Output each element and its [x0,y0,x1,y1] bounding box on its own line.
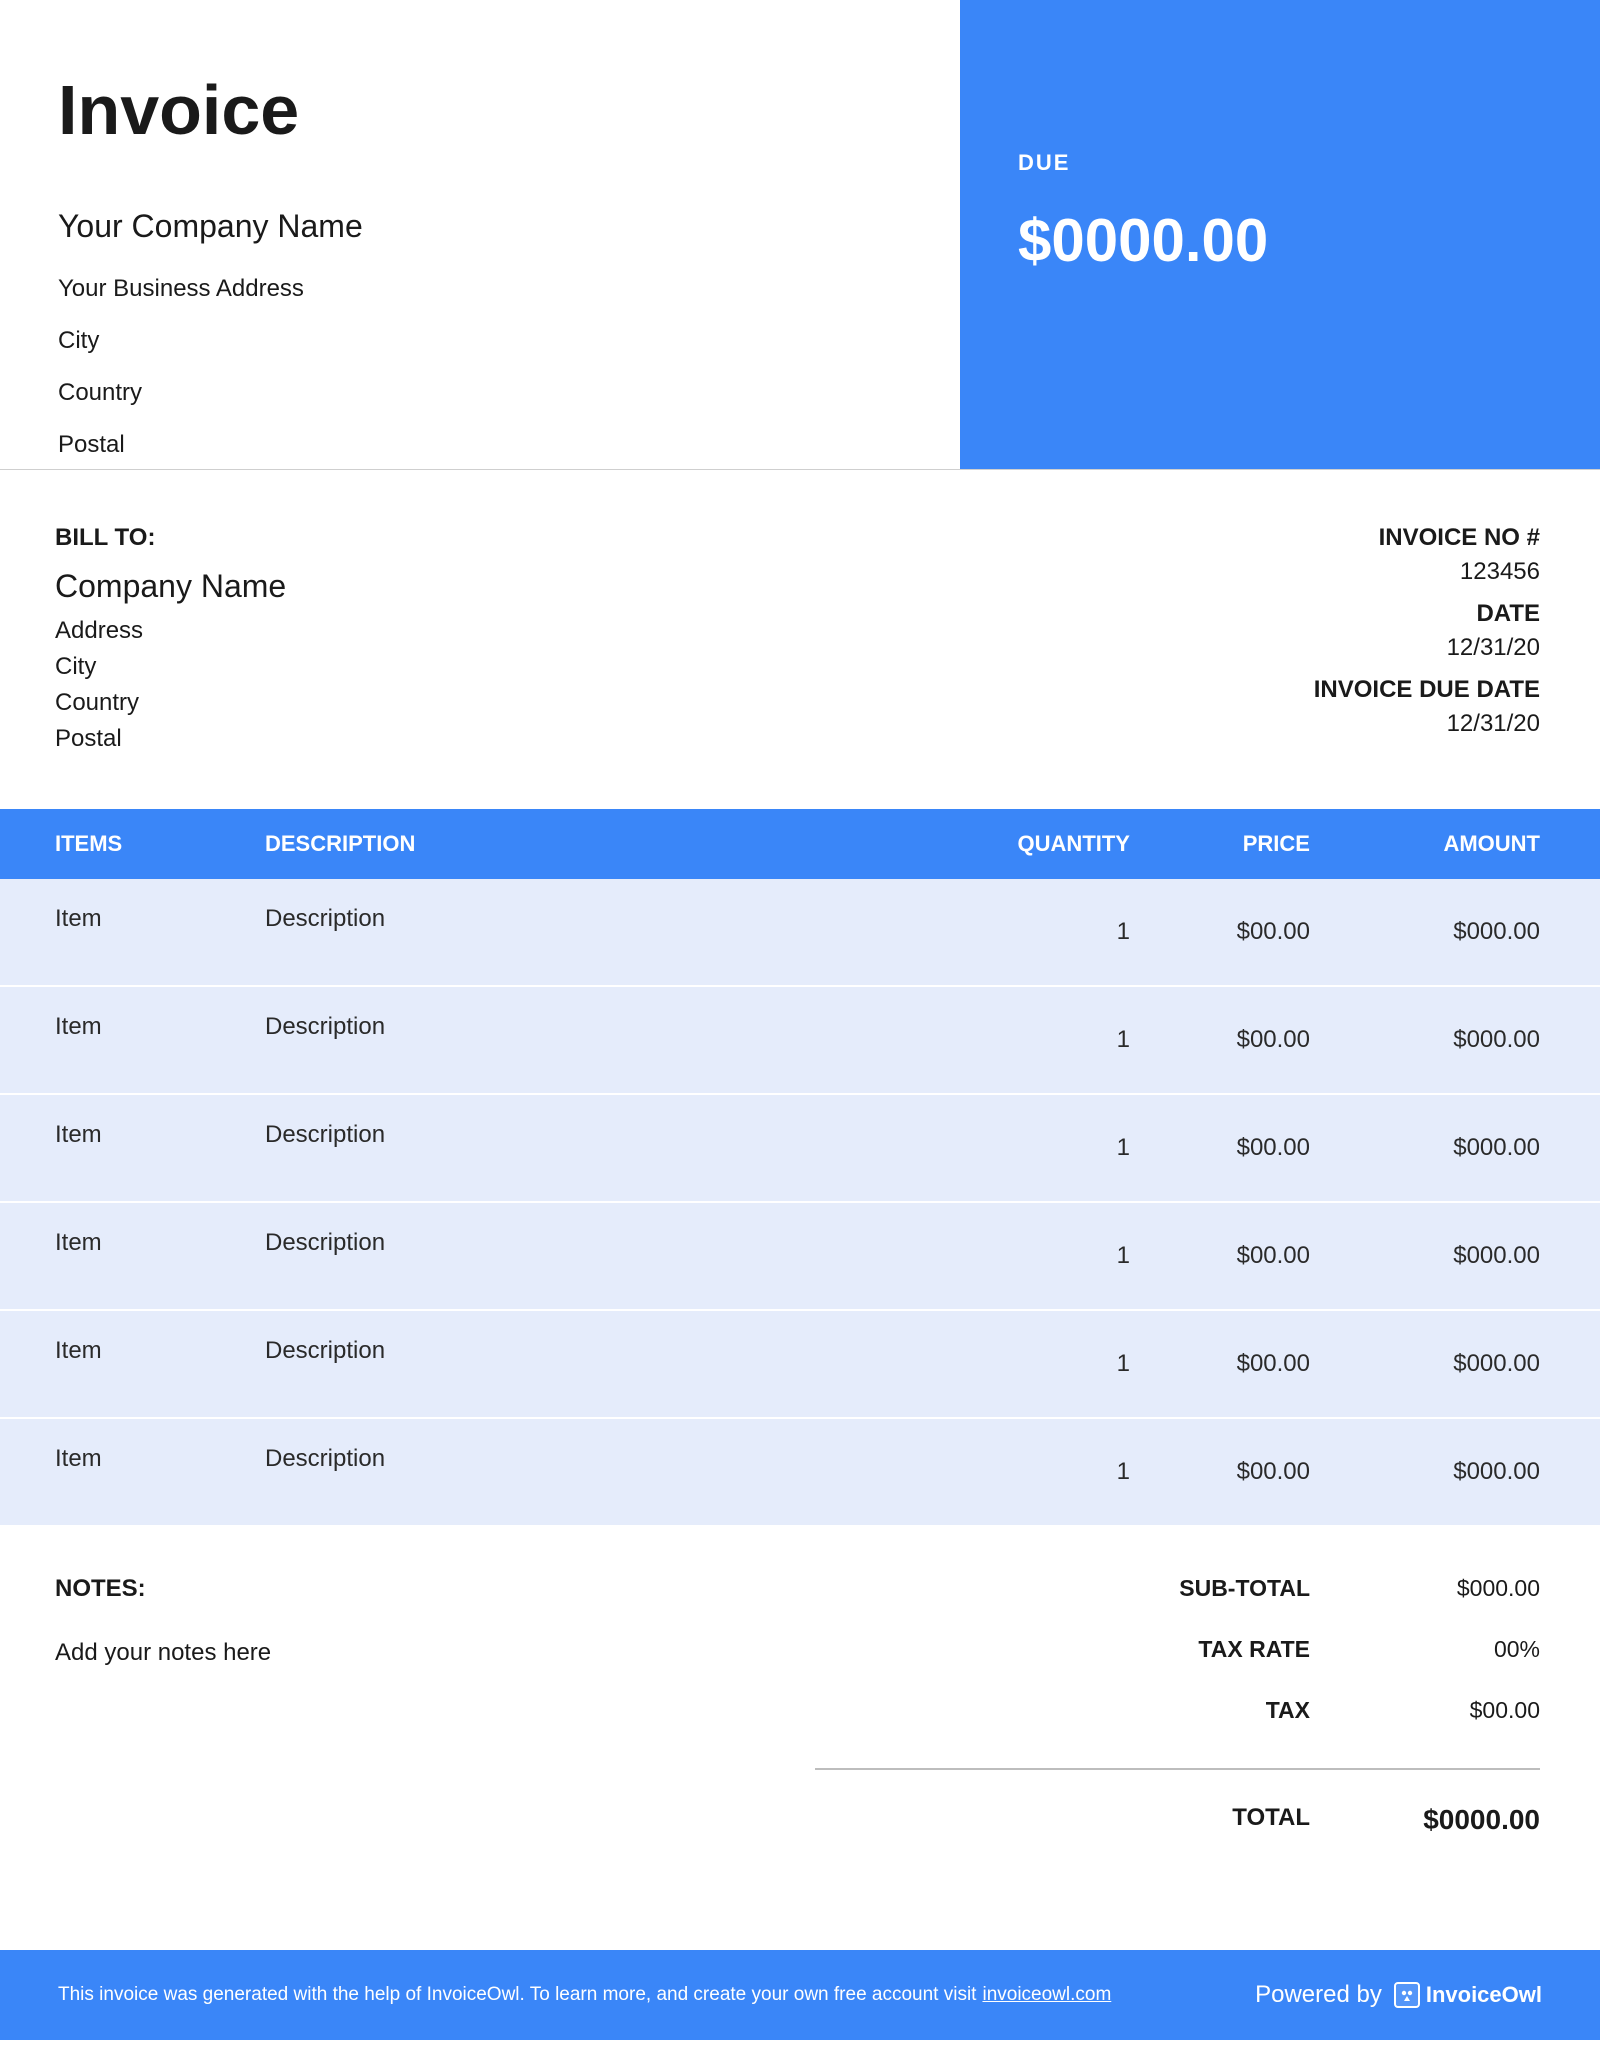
invoice-no-label: INVOICE NO # [1314,524,1540,552]
cell-description: Description [265,1095,950,1149]
due-amount: $0000.00 [1018,206,1600,275]
sender-country: Country [58,379,960,407]
col-header-amount: AMOUNT [1310,831,1540,857]
notes-label: NOTES: [55,1575,815,1603]
bill-to-city: City [55,653,286,681]
cell-price: $00.00 [1130,918,1310,946]
cell-quantity: 1 [950,1350,1130,1378]
sender-city: City [58,327,960,355]
invoice-header: Invoice Your Company Name Your Business … [0,0,1600,470]
invoice-due-date-label: INVOICE DUE DATE [1314,676,1540,704]
footer-bar: This invoice was generated with the help… [0,1950,1600,2040]
cell-description: Description [265,1311,950,1365]
bill-to-block: BILL TO: Company Name Address City Count… [55,524,286,761]
col-header-description: DESCRIPTION [265,831,950,857]
footer-link[interactable]: invoiceowl.com [982,1984,1111,2006]
due-label: DUE [1018,150,1600,176]
bill-to-company: Company Name [55,568,286,605]
subtotal-row: SUB-TOTAL $000.00 [815,1575,1540,1602]
cell-price: $00.00 [1130,1350,1310,1378]
cell-item: Item [55,1419,265,1473]
taxrate-row: TAX RATE 00% [815,1636,1540,1663]
cell-amount: $000.00 [1310,1242,1540,1270]
table-row: ItemDescription1$00.00$000.00 [0,1203,1600,1311]
subtotal-label: SUB-TOTAL [815,1575,1370,1602]
cell-price: $00.00 [1130,1458,1310,1486]
cell-item: Item [55,1203,265,1257]
invoice-numbers-block: INVOICE NO # 123456 DATE 12/31/20 INVOIC… [1314,524,1540,761]
items-table-header: ITEMS DESCRIPTION QUANTITY PRICE AMOUNT [0,809,1600,879]
tax-label: TAX [815,1697,1370,1724]
table-row: ItemDescription1$00.00$000.00 [0,879,1600,987]
cell-item: Item [55,987,265,1041]
sender-postal: Postal [58,431,960,459]
sender-address: Your Business Address [58,275,960,303]
footer-text: This invoice was generated with the help… [58,1984,976,2006]
cell-amount: $000.00 [1310,918,1540,946]
cell-description: Description [265,1419,950,1473]
total-value: $0000.00 [1370,1804,1540,1836]
tax-row: TAX $00.00 [815,1697,1540,1724]
cell-quantity: 1 [950,1134,1130,1162]
totals-block: SUB-TOTAL $000.00 TAX RATE 00% TAX $00.0… [815,1575,1540,1870]
powered-by-block: Powered by InvoiceOwl [1255,1981,1542,2009]
cell-price: $00.00 [1130,1026,1310,1054]
owl-icon [1394,1982,1420,2008]
cell-amount: $000.00 [1310,1458,1540,1486]
invoice-no-value: 123456 [1314,558,1540,586]
page-title: Invoice [58,70,960,150]
powered-by-label: Powered by [1255,1981,1382,2009]
invoice-date-label: DATE [1314,600,1540,628]
cell-item: Item [55,1095,265,1149]
due-panel: DUE $0000.00 [960,0,1600,469]
cell-quantity: 1 [950,918,1130,946]
invoice-date-value: 12/31/20 [1314,634,1540,662]
notes-text: Add your notes here [55,1639,815,1667]
cell-quantity: 1 [950,1458,1130,1486]
table-row: ItemDescription1$00.00$000.00 [0,1419,1600,1527]
cell-description: Description [265,879,950,933]
total-row: TOTAL $0000.00 [815,1804,1540,1836]
subtotal-value: $000.00 [1370,1575,1540,1602]
invoice-meta-section: BILL TO: Company Name Address City Count… [0,470,1600,809]
taxrate-label: TAX RATE [815,1636,1370,1663]
notes-block: NOTES: Add your notes here [55,1575,815,1870]
cell-price: $00.00 [1130,1134,1310,1162]
col-header-price: PRICE [1130,831,1310,857]
cell-amount: $000.00 [1310,1134,1540,1162]
bill-to-label: BILL TO: [55,524,286,552]
sender-block: Invoice Your Company Name Your Business … [0,0,960,469]
items-table-body: ItemDescription1$00.00$000.00ItemDescrip… [0,879,1600,1527]
invoice-due-date-value: 12/31/20 [1314,710,1540,738]
tax-value: $00.00 [1370,1697,1540,1724]
bill-to-address: Address [55,617,286,645]
sender-company-name: Your Company Name [58,208,960,245]
cell-item: Item [55,879,265,933]
cell-quantity: 1 [950,1242,1130,1270]
totals-divider [815,1768,1540,1770]
cell-description: Description [265,1203,950,1257]
summary-section: NOTES: Add your notes here SUB-TOTAL $00… [0,1527,1600,1950]
bill-to-postal: Postal [55,725,286,753]
brand-name: InvoiceOwl [1426,1982,1542,2008]
cell-item: Item [55,1311,265,1365]
footer-text-block: This invoice was generated with the help… [58,1984,1111,2006]
bill-to-country: Country [55,689,286,717]
cell-quantity: 1 [950,1026,1130,1054]
table-row: ItemDescription1$00.00$000.00 [0,987,1600,1095]
table-row: ItemDescription1$00.00$000.00 [0,1095,1600,1203]
taxrate-value: 00% [1370,1636,1540,1663]
brand-badge: InvoiceOwl [1394,1982,1542,2008]
total-label: TOTAL [815,1804,1370,1836]
col-header-items: ITEMS [55,831,265,857]
cell-description: Description [265,987,950,1041]
cell-amount: $000.00 [1310,1350,1540,1378]
col-header-quantity: QUANTITY [950,831,1130,857]
cell-amount: $000.00 [1310,1026,1540,1054]
table-row: ItemDescription1$00.00$000.00 [0,1311,1600,1419]
cell-price: $00.00 [1130,1242,1310,1270]
